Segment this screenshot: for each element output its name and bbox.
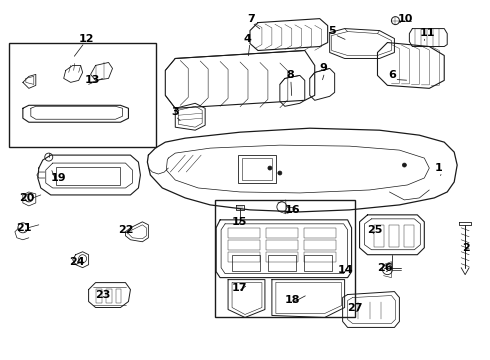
Bar [56, 167, 121, 185]
Bar [390, 225, 399, 247]
Bar [238, 155, 276, 183]
Bar [374, 225, 385, 247]
Text: 19: 19 [51, 173, 66, 183]
Text: 3: 3 [172, 107, 179, 117]
Bar [105, 289, 112, 302]
Bar [266, 252, 298, 262]
Text: 8: 8 [287, 71, 294, 80]
Bar [268, 255, 296, 271]
Text: 21: 21 [16, 223, 31, 233]
Bar [304, 255, 332, 271]
Text: 23: 23 [96, 289, 111, 300]
Text: 5: 5 [329, 26, 336, 36]
Bar [232, 255, 260, 271]
Bar [242, 158, 272, 180]
Bar [9, 42, 156, 147]
Text: 26: 26 [377, 263, 393, 273]
Circle shape [268, 166, 272, 170]
Text: 2: 2 [462, 243, 470, 253]
Bar [304, 240, 336, 250]
Text: 12: 12 [78, 33, 94, 44]
Bar [266, 228, 298, 238]
Text: 20: 20 [19, 193, 34, 203]
Text: 4: 4 [243, 33, 251, 44]
Circle shape [278, 171, 282, 175]
Circle shape [402, 163, 406, 167]
Text: 1: 1 [434, 163, 442, 173]
Text: 18: 18 [285, 294, 300, 305]
Text: 13: 13 [85, 75, 100, 85]
Text: 15: 15 [232, 217, 247, 227]
Text: 17: 17 [232, 283, 247, 293]
Text: 25: 25 [368, 225, 383, 235]
Text: 27: 27 [347, 302, 363, 312]
Bar [116, 289, 122, 302]
Bar [304, 228, 336, 238]
Bar [228, 240, 260, 250]
Text: 7: 7 [247, 14, 255, 24]
Text: 14: 14 [338, 265, 353, 275]
Text: 6: 6 [389, 71, 396, 80]
Text: 11: 11 [419, 28, 435, 37]
Bar [404, 225, 415, 247]
Bar [266, 240, 298, 250]
Text: 9: 9 [319, 63, 328, 73]
Text: 16: 16 [285, 205, 300, 215]
Bar [228, 228, 260, 238]
Text: 22: 22 [119, 225, 134, 235]
Text: 24: 24 [69, 257, 84, 267]
Bar [228, 252, 260, 262]
Bar [96, 289, 101, 302]
Bar [304, 252, 336, 262]
Bar [215, 200, 355, 318]
Text: 10: 10 [397, 14, 413, 24]
